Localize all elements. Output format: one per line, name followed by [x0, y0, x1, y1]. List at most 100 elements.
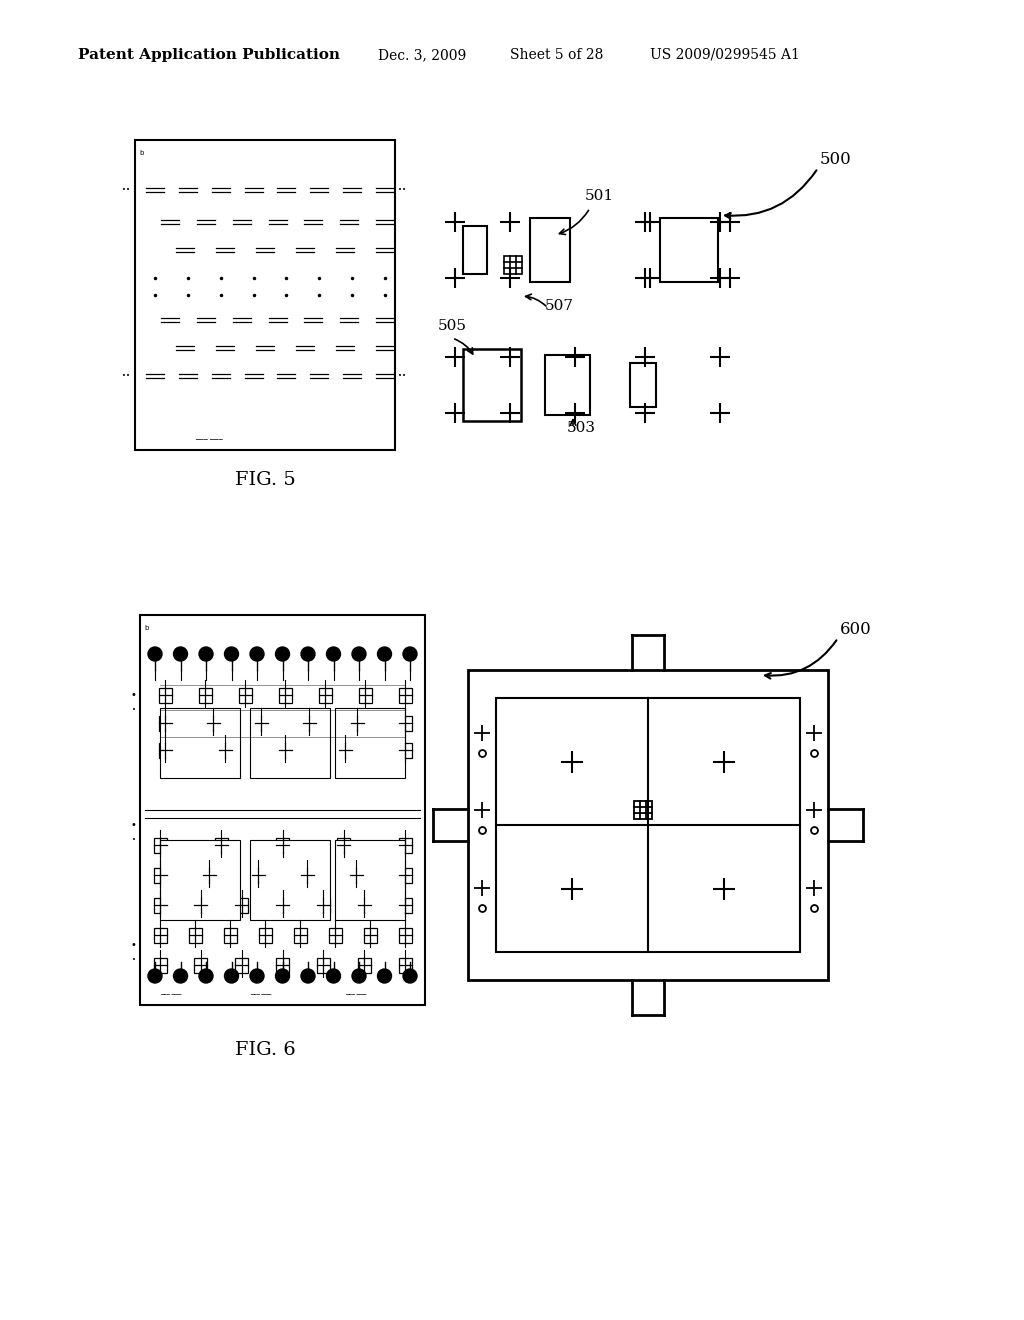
Bar	[223, 928, 237, 942]
Bar	[236, 898, 248, 912]
Bar	[276, 837, 289, 853]
Circle shape	[275, 647, 290, 661]
Circle shape	[173, 969, 187, 983]
Bar	[329, 928, 341, 942]
Bar	[276, 957, 289, 973]
Text: FIG. 5: FIG. 5	[234, 471, 295, 488]
Bar	[630, 363, 656, 407]
Bar	[530, 218, 570, 282]
Text: ••: ••	[398, 374, 406, 379]
Text: ••: ••	[398, 187, 406, 193]
Text: b: b	[139, 150, 143, 156]
Bar	[398, 867, 412, 883]
Bar	[252, 867, 264, 883]
Bar	[160, 840, 240, 920]
Bar	[195, 957, 207, 973]
Circle shape	[327, 969, 341, 983]
Text: b: b	[144, 624, 148, 631]
Bar	[463, 348, 521, 421]
Bar	[463, 226, 487, 275]
Bar	[154, 898, 167, 912]
Circle shape	[327, 647, 341, 661]
Bar	[335, 708, 406, 777]
Text: ••: ••	[122, 374, 130, 379]
Text: Dec. 3, 2009: Dec. 3, 2009	[378, 48, 466, 62]
Bar	[398, 837, 412, 853]
Bar	[236, 957, 248, 973]
Bar	[195, 898, 207, 912]
Text: Sheet 5 of 28: Sheet 5 of 28	[510, 48, 603, 62]
Circle shape	[199, 969, 213, 983]
Circle shape	[148, 969, 162, 983]
Text: ─── ───: ─── ───	[250, 993, 271, 998]
Text: ─── ───: ─── ───	[195, 437, 223, 444]
Bar	[357, 898, 371, 912]
Bar	[159, 688, 171, 702]
Bar	[188, 928, 202, 942]
Bar	[349, 867, 362, 883]
Text: ─── ───: ─── ───	[345, 993, 367, 998]
Bar	[255, 715, 267, 730]
Circle shape	[378, 969, 391, 983]
Bar	[316, 898, 330, 912]
Bar	[160, 708, 240, 777]
Text: US 2009/0299545 A1: US 2009/0299545 A1	[650, 48, 800, 62]
Text: 501: 501	[585, 189, 614, 203]
Circle shape	[173, 647, 187, 661]
Bar	[398, 715, 412, 730]
Text: 507: 507	[545, 300, 574, 313]
Bar	[140, 615, 425, 1005]
Bar	[300, 867, 313, 883]
Bar	[545, 355, 590, 414]
Bar	[318, 688, 332, 702]
Bar	[504, 256, 522, 275]
Circle shape	[301, 647, 315, 661]
Bar	[279, 742, 292, 758]
Text: Patent Application Publication: Patent Application Publication	[78, 48, 340, 62]
Bar	[294, 928, 306, 942]
Bar	[250, 708, 330, 777]
Bar	[154, 837, 167, 853]
Bar	[634, 801, 652, 818]
Circle shape	[301, 969, 315, 983]
Bar	[496, 698, 800, 952]
Circle shape	[199, 647, 213, 661]
Circle shape	[250, 969, 264, 983]
Bar	[154, 957, 167, 973]
Bar	[660, 218, 718, 282]
Bar	[335, 840, 406, 920]
Circle shape	[148, 647, 162, 661]
Bar	[302, 715, 315, 730]
Text: ••: ••	[122, 187, 130, 193]
Bar	[316, 957, 330, 973]
Bar	[218, 742, 231, 758]
Text: FIG. 6: FIG. 6	[234, 1041, 295, 1059]
Circle shape	[224, 969, 239, 983]
Bar	[339, 742, 351, 758]
Bar	[250, 840, 330, 920]
Circle shape	[250, 647, 264, 661]
Bar	[159, 742, 171, 758]
Bar	[279, 688, 292, 702]
Bar	[154, 928, 167, 942]
Circle shape	[378, 647, 391, 661]
Bar	[398, 898, 412, 912]
Text: ─── ───: ─── ───	[160, 993, 181, 998]
Bar	[207, 715, 219, 730]
Bar	[215, 837, 227, 853]
Text: •: •	[132, 708, 136, 713]
Circle shape	[403, 969, 417, 983]
Bar	[468, 671, 828, 979]
Circle shape	[275, 969, 290, 983]
Bar	[358, 688, 372, 702]
Text: 505: 505	[438, 319, 467, 333]
Bar	[357, 957, 371, 973]
Circle shape	[224, 647, 239, 661]
Text: •: •	[130, 690, 136, 700]
Bar	[135, 140, 395, 450]
Text: 500: 500	[820, 152, 852, 169]
Bar	[199, 688, 212, 702]
Bar	[258, 928, 271, 942]
Text: 503: 503	[567, 421, 596, 436]
Bar	[350, 715, 364, 730]
